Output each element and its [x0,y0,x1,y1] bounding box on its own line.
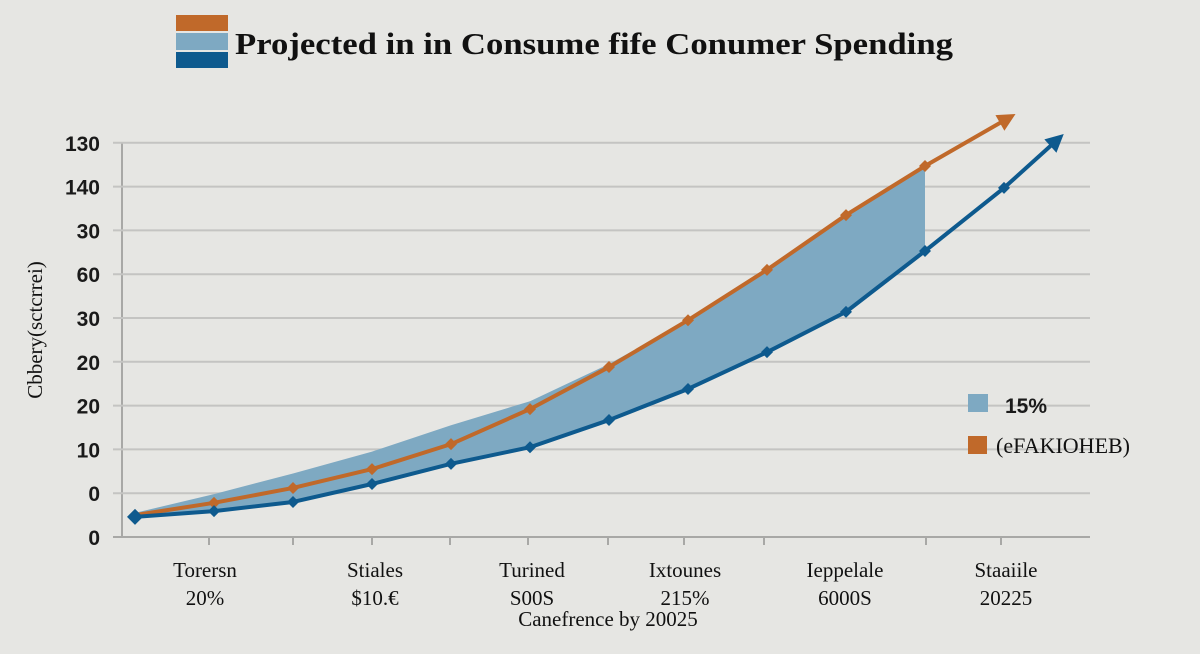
x-category-value: 6000S [818,586,872,610]
data-point [603,414,615,427]
x-category-value: 20225 [980,586,1033,610]
data-point [208,505,220,518]
chart-title: Projected in in Consume fife Conumer Spe… [235,26,954,61]
x-axis-label: Canefrence by 20025 [518,607,698,631]
header-swatch-orange [176,15,228,31]
y-tick-label: 30 [77,308,100,331]
y-tick-label: 0 [88,483,100,506]
data-point [524,403,536,416]
y-axis-label: Cbbery(sctcrrei) [23,261,47,399]
y-tick-label: 130 [65,133,100,156]
data-point [998,181,1010,194]
data-point [682,314,694,327]
data-point [287,481,299,494]
data-point [366,463,378,476]
data-point [840,209,852,222]
x-category-name: Turined [499,558,565,582]
header-swatch-light-blue [176,33,228,50]
data-point [919,244,931,257]
y-tick-label: 20 [77,396,100,419]
x-category-value: $10.€ [351,586,399,610]
y-tick-label: 30 [77,220,100,243]
data-point [761,263,773,276]
header-swatch-dark-blue [176,52,228,68]
x-category-value: S00S [510,586,554,610]
y-tick-label: 10 [77,439,100,462]
legend-swatch [968,394,988,412]
data-point [603,361,615,374]
data-point [208,496,220,509]
x-category-value: 20% [186,586,225,610]
legend-swatch [968,436,987,454]
data-point [524,441,536,454]
arrowhead-icon [1044,133,1064,153]
x-category-value: 215% [661,586,710,610]
data-point [445,457,457,470]
data-point [682,382,694,395]
y-tick-label: 20 [77,352,100,375]
x-category-name: Staaiile [975,558,1038,582]
data-point [287,495,299,508]
arrowhead-icon [995,113,1016,131]
x-category-name: Ixtounes [649,558,721,582]
data-point [445,438,457,451]
y-tick-label: 60 [77,264,100,287]
y-tick-label: 0 [88,527,100,550]
series-line-0 [134,115,1012,518]
x-category-name: Ieppelale [807,558,884,582]
x-category-name: Torersn [173,558,237,582]
legend-label: (eFAKIOHEB) [996,433,1130,458]
legend-label: 15% [1005,395,1047,418]
data-point [840,305,852,318]
shaded-band [135,166,925,517]
x-category-name: Stiales [347,558,403,582]
data-point [366,478,378,491]
data-point [127,508,143,525]
data-point [919,160,931,173]
data-point [761,346,773,359]
y-tick-label: 140 [65,177,100,200]
